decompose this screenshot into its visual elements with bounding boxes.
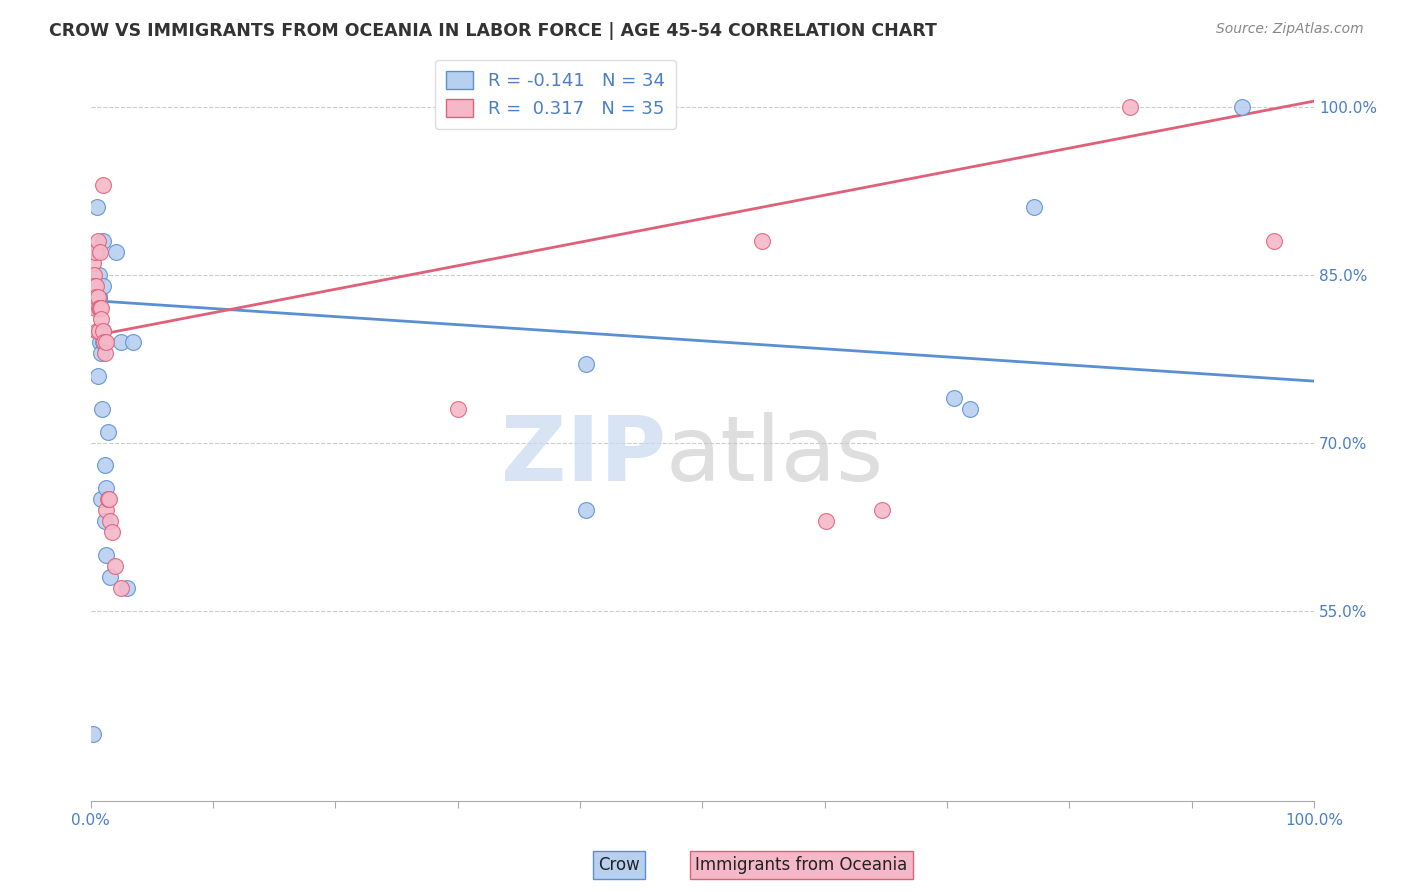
Point [84,290,107,304]
Point [93,334,115,349]
Point [101,525,124,540]
Point [87,268,110,282]
Point [98,491,121,506]
Point [83,268,105,282]
Point [122,334,145,349]
Point [93,324,115,338]
Point [89,324,111,338]
Point [94,548,117,562]
Point [89,245,111,260]
Point [1263,234,1285,248]
Point [89,301,111,316]
Text: ZIP: ZIP [501,412,665,500]
Point [89,324,111,338]
Point [94,514,117,528]
Text: Source: ZipAtlas.com: Source: ZipAtlas.com [1216,22,1364,37]
Point [94,346,117,360]
Point [87,290,110,304]
Point [115,582,138,596]
Point [97,491,120,506]
Point [105,245,128,260]
Point [94,503,117,517]
Point [83,279,105,293]
Point [447,402,470,417]
Point [110,334,132,349]
Point [82,727,104,741]
Point [84,301,107,316]
Point [1024,201,1046,215]
Point [575,503,598,517]
Point [943,391,966,405]
Point [82,256,104,270]
Point [94,458,117,472]
Point [751,234,773,248]
Point [90,312,112,326]
Point [89,301,111,316]
Point [87,368,110,383]
Point [87,290,110,304]
Point [110,582,132,596]
Point [86,324,108,338]
Point [90,346,112,360]
Point [94,334,117,349]
Point [84,279,107,293]
Point [86,201,108,215]
Point [89,290,111,304]
Point [90,301,112,316]
Point [91,279,114,293]
Point [87,234,110,248]
Point [91,178,114,192]
Point [91,324,114,338]
Point [89,324,111,338]
Text: Crow: Crow [598,855,640,873]
Point [872,503,894,517]
Text: CROW VS IMMIGRANTS FROM OCEANIA IN LABOR FORCE | AGE 45-54 CORRELATION CHART: CROW VS IMMIGRANTS FROM OCEANIA IN LABOR… [49,22,936,40]
Point [94,481,117,495]
Point [815,514,838,528]
Text: Immigrants from Oceania: Immigrants from Oceania [696,855,907,873]
Point [575,357,598,371]
Point [90,402,112,417]
Point [90,491,112,506]
Point [1119,100,1142,114]
Legend: R = -0.141   N = 34, R =  0.317   N = 35: R = -0.141 N = 34, R = 0.317 N = 35 [436,60,676,129]
Point [84,245,107,260]
Point [98,514,121,528]
Point [87,301,110,316]
Point [93,334,115,349]
Point [82,279,104,293]
Point [89,334,111,349]
Point [97,425,120,439]
Point [1230,100,1253,114]
Point [959,402,981,417]
Point [98,570,121,584]
Text: atlas: atlas [665,412,884,500]
Point [91,234,114,248]
Point [86,245,108,260]
Point [104,558,127,573]
